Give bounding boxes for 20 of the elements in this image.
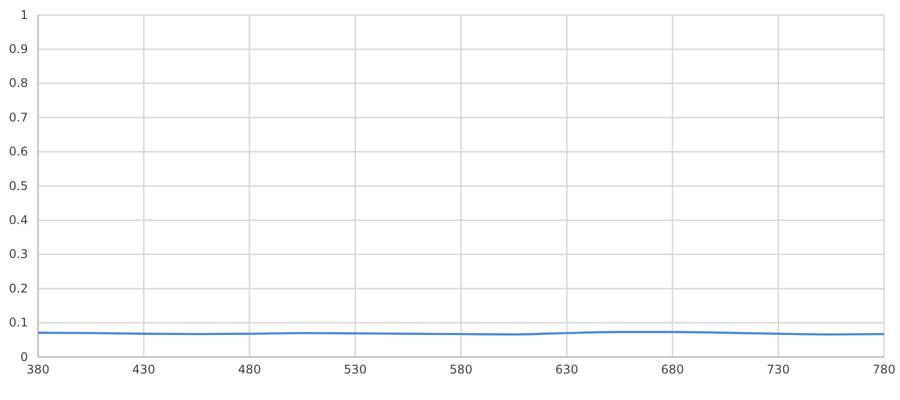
y-tick-label: 0.8 bbox=[8, 76, 28, 90]
y-tick-label: 0.9 bbox=[8, 42, 28, 56]
y-tick-label: 0.3 bbox=[8, 247, 28, 262]
x-tick-label: 630 bbox=[555, 362, 578, 377]
x-tick-label: 580 bbox=[450, 362, 472, 377]
y-tick-label: 0.6 bbox=[8, 144, 28, 159]
x-tick-label: 730 bbox=[766, 362, 790, 377]
x-tick-label: 430 bbox=[132, 362, 156, 377]
y-tick-label: 0 bbox=[20, 350, 28, 364]
y-tick-label: 0.7 bbox=[8, 110, 28, 124]
x-tick-label: 680 bbox=[661, 362, 684, 377]
x-tick-label: 530 bbox=[344, 362, 367, 377]
x-tick-label: 480 bbox=[238, 362, 261, 377]
y-tick-label: 0.4 bbox=[8, 213, 28, 228]
x-tick-label: 780 bbox=[872, 362, 896, 377]
y-tick-label: 0.2 bbox=[8, 281, 28, 296]
y-tick-label: 0.5 bbox=[8, 178, 28, 193]
y-tick-label: 1 bbox=[20, 8, 28, 22]
y-tick-label: 0.1 bbox=[8, 316, 28, 330]
x-tick-label: 380 bbox=[26, 362, 50, 377]
